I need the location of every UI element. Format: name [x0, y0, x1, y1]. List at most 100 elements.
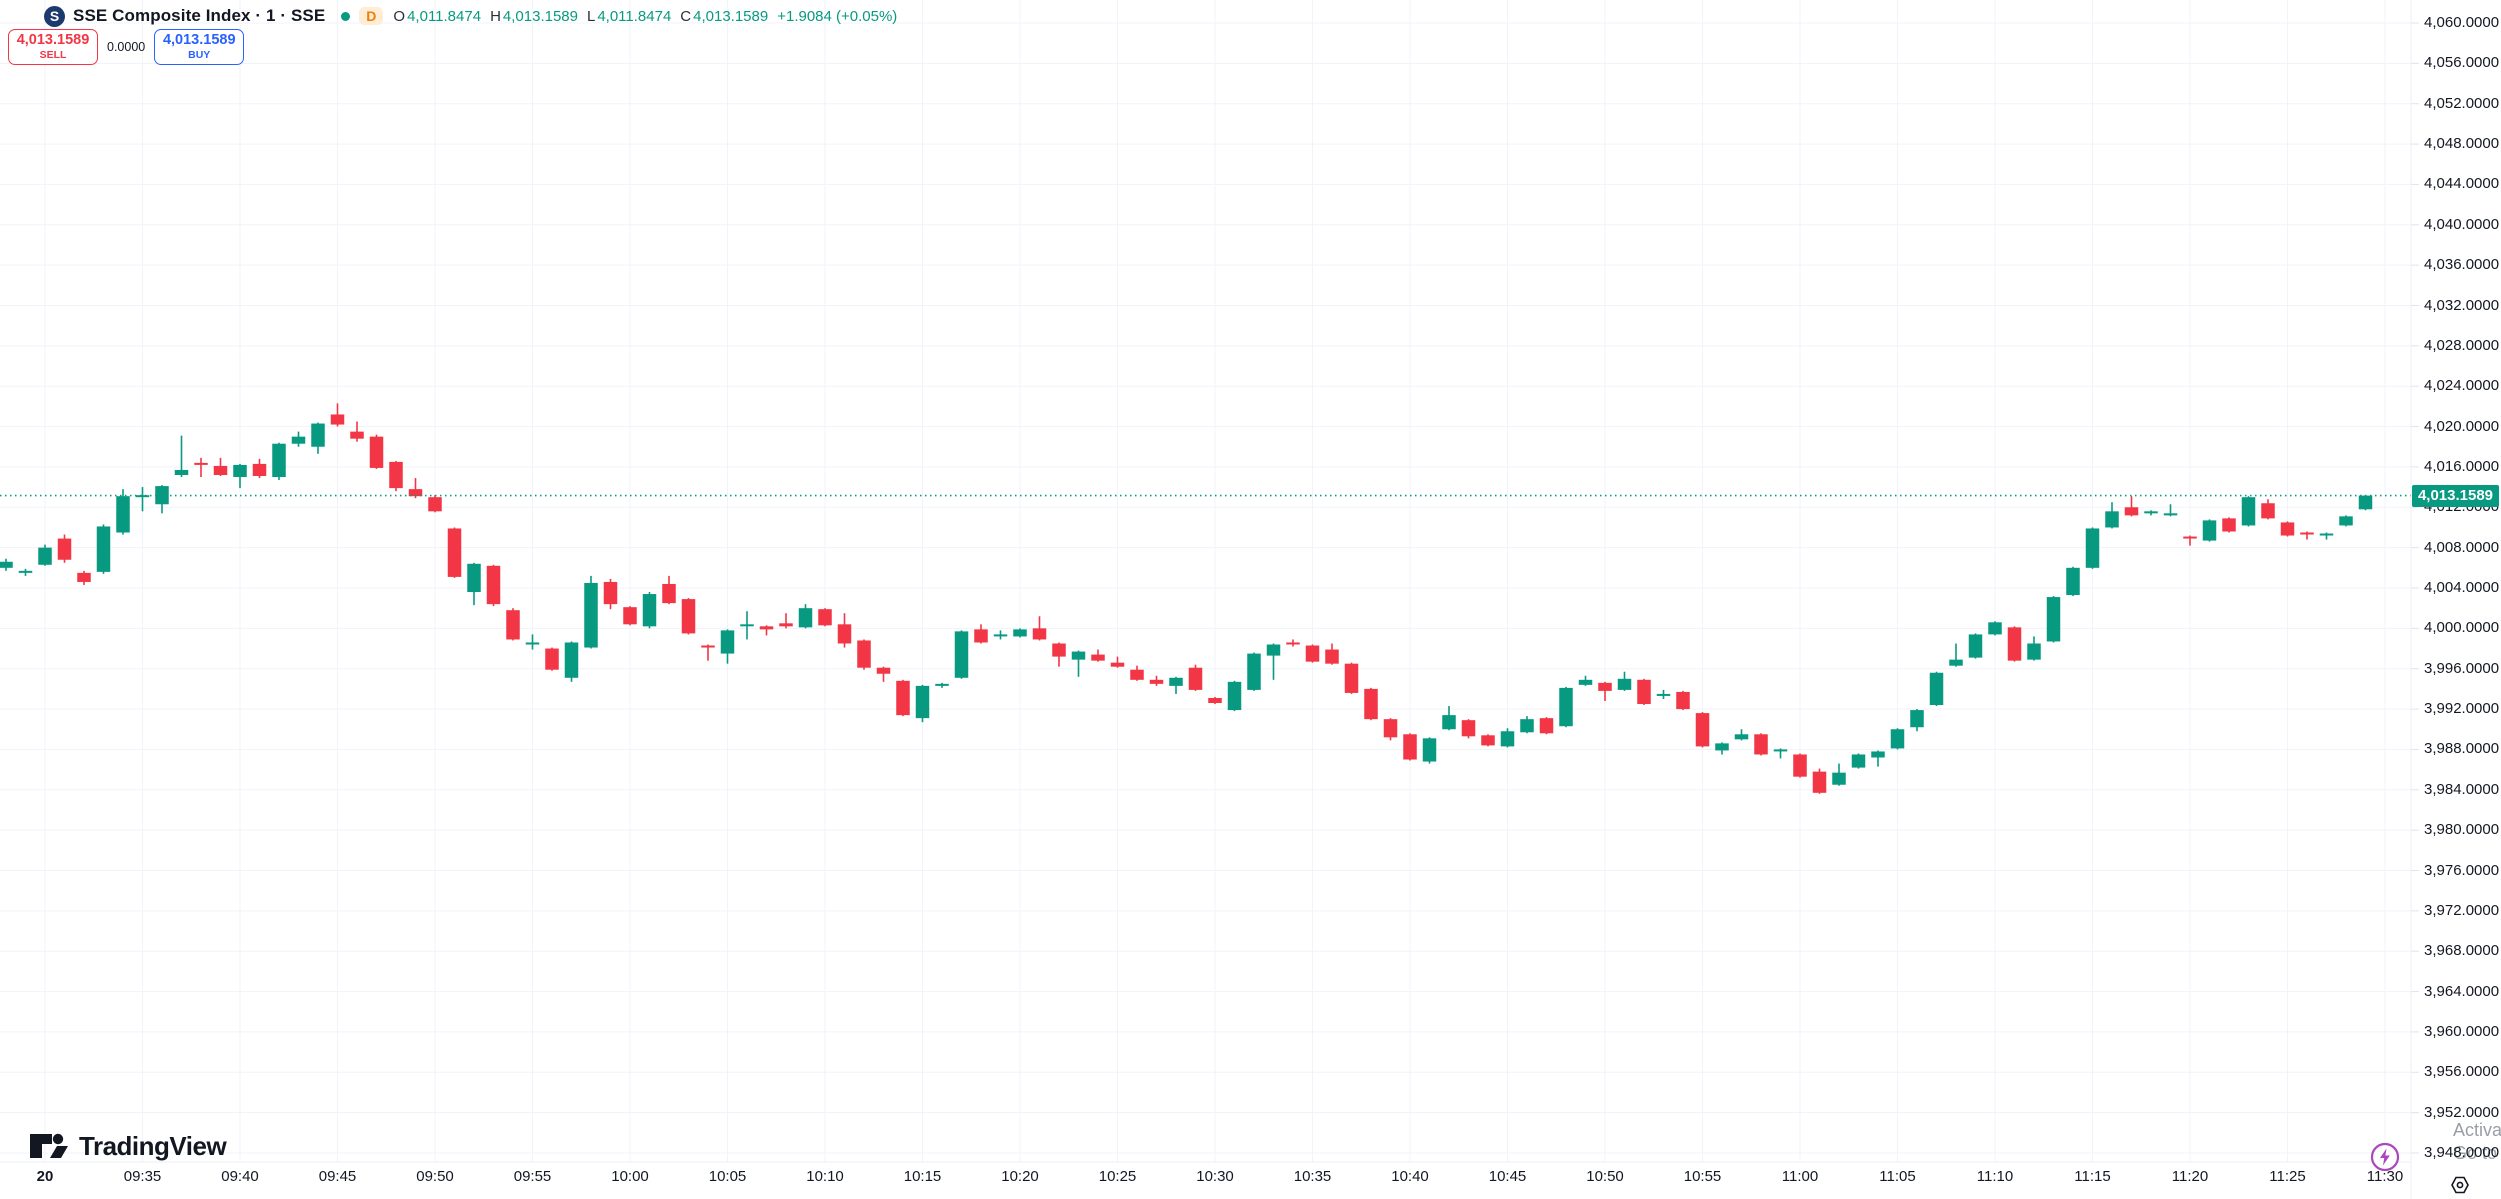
candle-body[interactable]: [1305, 645, 1320, 662]
candle-body[interactable]: [1052, 643, 1066, 657]
candle-body[interactable]: [2241, 497, 2256, 526]
candle-body[interactable]: [759, 626, 774, 630]
candle-body[interactable]: [1851, 754, 1866, 768]
candle-body[interactable]: [96, 526, 111, 572]
candle-body[interactable]: [155, 486, 169, 505]
candle-body[interactable]: [77, 572, 91, 582]
candle-body[interactable]: [1539, 718, 1554, 734]
candle-body[interactable]: [642, 594, 657, 627]
candle-body[interactable]: [2046, 597, 2061, 642]
candle-body[interactable]: [428, 497, 442, 512]
candle-body[interactable]: [2144, 511, 2158, 514]
candle-body[interactable]: [18, 570, 33, 573]
candle-body[interactable]: [1461, 720, 1476, 737]
buy-button[interactable]: 4,013.1589 BUY: [154, 29, 245, 65]
candle-body[interactable]: [857, 640, 871, 668]
candle-body[interactable]: [1500, 731, 1515, 747]
candle-body[interactable]: [525, 642, 540, 645]
candle-body[interactable]: [1656, 693, 1671, 696]
candle-body[interactable]: [1013, 629, 1027, 637]
candle-body[interactable]: [2358, 495, 2373, 510]
candle-body[interactable]: [1169, 677, 1183, 686]
candle-body[interactable]: [1286, 642, 1300, 645]
candle-body[interactable]: [1637, 679, 1651, 705]
candle-body[interactable]: [935, 683, 949, 686]
candle-body[interactable]: [1871, 751, 1885, 758]
candle-body[interactable]: [2066, 567, 2080, 596]
candle-body[interactable]: [876, 667, 891, 674]
candle-body[interactable]: [2202, 520, 2217, 541]
candle-body[interactable]: [740, 624, 754, 627]
candle-body[interactable]: [720, 630, 735, 654]
candle-body[interactable]: [2163, 513, 2178, 516]
candle-body[interactable]: [1754, 734, 1768, 755]
candle-body[interactable]: [1188, 667, 1203, 690]
candle-body[interactable]: [974, 629, 988, 643]
candle-body[interactable]: [701, 645, 715, 648]
candle-body[interactable]: [1812, 771, 1827, 793]
candle-body[interactable]: [291, 436, 306, 444]
candle-body[interactable]: [369, 436, 384, 468]
candle-body[interactable]: [1227, 681, 1242, 711]
candle-body[interactable]: [954, 631, 969, 678]
instant-trading-icon[interactable]: [2370, 1142, 2400, 1172]
candle-body[interactable]: [213, 465, 228, 475]
candle-body[interactable]: [603, 581, 618, 605]
candle-body[interactable]: [1091, 654, 1105, 661]
candle-body[interactable]: [38, 547, 52, 565]
candle-body[interactable]: [1929, 672, 1944, 706]
candle-body[interactable]: [2124, 507, 2139, 516]
candle-body[interactable]: [2339, 516, 2353, 526]
candle-body[interactable]: [564, 642, 579, 678]
candle-body[interactable]: [1110, 662, 1125, 667]
candle-body[interactable]: [1988, 622, 2002, 635]
candle-body[interactable]: [1910, 710, 1924, 728]
candle-body[interactable]: [1442, 715, 1456, 730]
candle-body[interactable]: [2319, 533, 2334, 536]
candle-body[interactable]: [1344, 663, 1359, 693]
candle-body[interactable]: [623, 607, 637, 625]
candle-body[interactable]: [681, 599, 696, 634]
symbol-title[interactable]: SSE Composite Index · 1 · SSE: [73, 6, 326, 25]
candle-body[interactable]: [311, 423, 325, 447]
candle-body[interactable]: [2007, 627, 2022, 661]
candle-body[interactable]: [1149, 679, 1164, 684]
candle-body[interactable]: [1325, 649, 1339, 664]
candle-body[interactable]: [2183, 536, 2197, 539]
candle-body[interactable]: [1130, 669, 1144, 680]
candle-body[interactable]: [1617, 678, 1632, 690]
candle-body[interactable]: [779, 623, 793, 627]
candle-body[interactable]: [1949, 659, 1963, 666]
tradingview-brand[interactable]: TradingView: [28, 1130, 227, 1162]
candle-body[interactable]: [1208, 697, 1222, 704]
candle-body[interactable]: [2261, 503, 2275, 519]
candle-body[interactable]: [1832, 772, 1846, 785]
candle-body[interactable]: [1266, 644, 1281, 656]
candle-body[interactable]: [2280, 522, 2295, 536]
candle-body[interactable]: [1481, 735, 1495, 746]
candle-body[interactable]: [798, 608, 813, 628]
candle-body[interactable]: [915, 685, 930, 719]
candle-body[interactable]: [1695, 713, 1710, 747]
candle-body[interactable]: [506, 610, 520, 640]
timeframe-badge[interactable]: D: [359, 7, 384, 25]
candle-body[interactable]: [584, 582, 598, 648]
candle-body[interactable]: [116, 496, 130, 533]
candle-body[interactable]: [135, 495, 150, 498]
candle-body[interactable]: [1559, 687, 1573, 727]
candle-body[interactable]: [1890, 729, 1905, 749]
candle-body[interactable]: [1364, 688, 1378, 720]
candle-body[interactable]: [2300, 532, 2314, 535]
candle-body[interactable]: [447, 528, 462, 577]
candle-body[interactable]: [467, 563, 481, 593]
candle-body[interactable]: [1422, 738, 1437, 762]
candle-body[interactable]: [1715, 743, 1729, 751]
candle-body[interactable]: [57, 538, 72, 560]
candle-body[interactable]: [837, 624, 852, 644]
candle-body[interactable]: [2027, 643, 2041, 660]
candle-body[interactable]: [272, 443, 286, 478]
candle-body[interactable]: [545, 648, 559, 670]
symbol-row[interactable]: S SSE Composite Index · 1 · SSE D O 4,011…: [44, 4, 897, 28]
candle-body[interactable]: [993, 634, 1008, 637]
candle-body[interactable]: [818, 609, 832, 626]
